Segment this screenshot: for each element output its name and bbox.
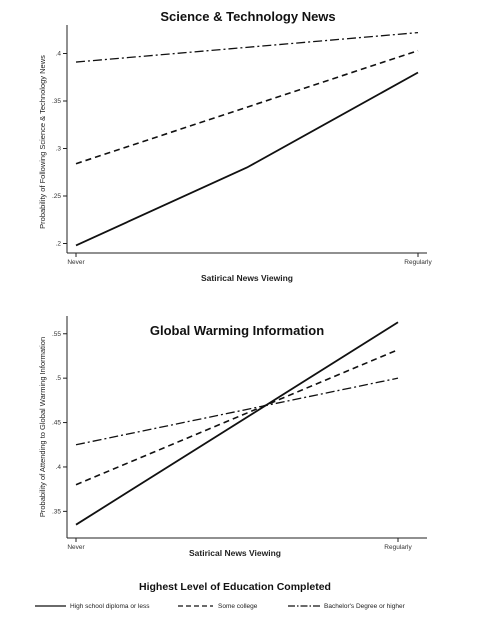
x-tick-label: Regularly <box>384 544 412 551</box>
legend-title: Highest Level of Education Completed <box>139 581 331 593</box>
y-axis-label: Probability of Attending to Global Warmi… <box>38 337 47 517</box>
series-line-dashed <box>75 49 419 165</box>
series-line-dashdot <box>75 377 399 446</box>
y-tick-label: .35 <box>52 508 61 515</box>
series-line-solid <box>75 71 419 247</box>
x-tick-label: Never <box>67 544 85 551</box>
series-line-dashdot <box>75 31 419 63</box>
y-axis-label: Probability of Following Science & Techn… <box>38 55 47 229</box>
y-tick-label: .5 <box>56 375 62 382</box>
legend-item: Some college <box>218 603 258 610</box>
y-tick-label: .35 <box>52 98 61 105</box>
legend: Highest Level of Education Completed Hig… <box>35 581 406 610</box>
legend-item: Bachelor's Degree or higher <box>324 603 406 610</box>
y-tick-label: .4 <box>56 464 62 471</box>
series-line-solid <box>75 321 399 526</box>
legend-item: High school diploma or less <box>70 603 150 610</box>
chart-title: Science & Technology News <box>160 9 335 24</box>
y-tick-label: .25 <box>52 193 61 200</box>
y-tick-label: .45 <box>52 420 61 427</box>
chart-science-technology: Science & Technology News Satirical News… <box>38 9 432 283</box>
x-tick-label: Never <box>67 259 85 266</box>
chart-global-warming: Global Warming Information Satirical New… <box>38 316 427 558</box>
y-tick-label: .2 <box>56 241 62 248</box>
chart-title: Global Warming Information <box>150 323 324 338</box>
x-axis-label: Satirical News Viewing <box>189 548 281 558</box>
y-tick-label: .3 <box>56 146 62 153</box>
series-line-dashed <box>75 349 399 486</box>
y-tick-label: .55 <box>52 331 61 338</box>
x-tick-label: Regularly <box>404 259 432 266</box>
y-tick-label: .4 <box>56 51 62 58</box>
x-axis-label: Satirical News Viewing <box>201 273 293 283</box>
